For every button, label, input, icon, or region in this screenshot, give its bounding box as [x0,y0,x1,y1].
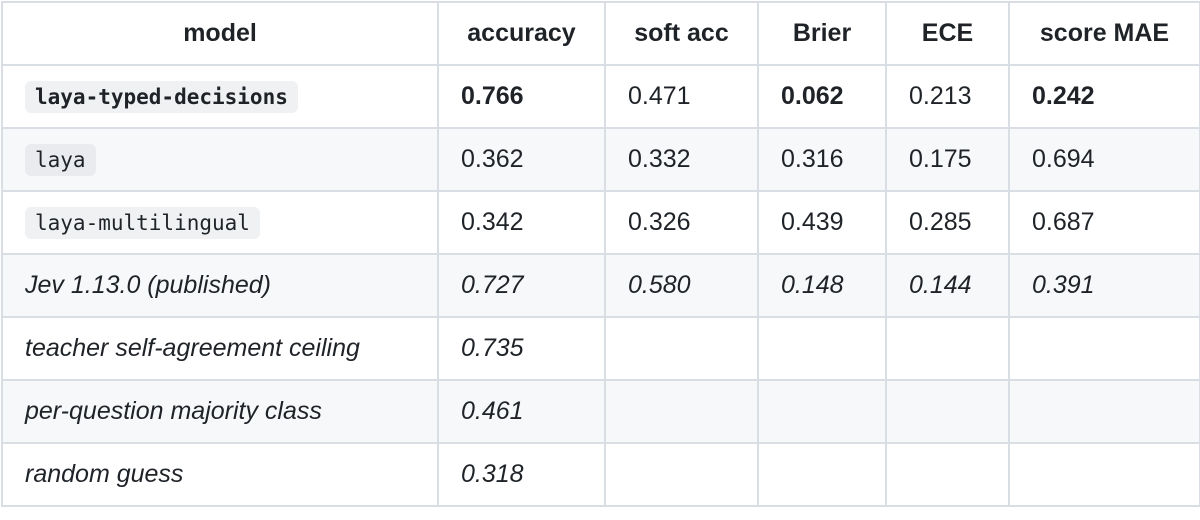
metric-cell: 0.332 [604,127,759,192]
metric-cell: 0.727 [437,253,606,318]
empty-cell [885,316,1010,381]
table-row: laya-multilingual 0.342 0.326 0.439 0.285 0.6… [1,190,1200,255]
metric-cell: 0.148 [757,253,887,318]
table-row: teacher self-agreement ceiling 0.735 [1,316,1200,381]
metric-cell: 0.694 [1008,127,1200,192]
model-cell: Jev 1.13.0 (published) [1,253,439,318]
empty-cell [604,316,759,381]
table-row: Jev 1.13.0 (published) 0.727 0.580 0.148 0.1… [1,253,1200,318]
empty-cell [604,442,759,507]
column-header: soft acc [604,1,759,66]
metric-cell: 0.766 [437,64,606,129]
model-cell: laya-multilingual [1,190,439,255]
metric-cell: 0.316 [757,127,887,192]
metric-cell: 0.342 [437,190,606,255]
empty-cell [885,442,1010,507]
column-header: model [1,1,439,66]
metric-cell: 0.735 [437,316,606,381]
metric-cell: 0.318 [437,442,606,507]
metric-cell: 0.439 [757,190,887,255]
metric-cell: 0.580 [604,253,759,318]
empty-cell [1008,316,1200,381]
metric-cell: 0.285 [885,190,1010,255]
metric-cell: 0.362 [437,127,606,192]
header-row: model accuracy soft acc Brier ECE score MAE [1,1,1200,66]
metric-cell: 0.391 [1008,253,1200,318]
model-cell: teacher self-agreement ceiling [1,316,439,381]
empty-cell [604,379,759,444]
empty-cell [1008,379,1200,444]
empty-cell [757,442,887,507]
empty-cell [1008,442,1200,507]
metric-cell: 0.144 [885,253,1010,318]
model-name: laya [25,144,96,176]
metric-cell: 0.062 [757,64,887,129]
model-cell: laya [1,127,439,192]
results-table: model accuracy soft acc Brier ECE score MAE l… [1,1,1200,507]
model-cell: per-question majority class [1,379,439,444]
table-row: random guess 0.318 [1,442,1200,507]
empty-cell [757,316,887,381]
metric-cell: 0.461 [437,379,606,444]
column-header: score MAE [1008,1,1200,66]
metric-cell: 0.687 [1008,190,1200,255]
model-name: laya-multilingual [25,207,260,239]
metric-cell: 0.175 [885,127,1010,192]
table-row: laya 0.362 0.332 0.316 0.175 0.694 [1,127,1200,192]
empty-cell [757,379,887,444]
column-header: Brier [757,1,887,66]
model-cell: laya-typed-decisions [1,64,439,129]
column-header: accuracy [437,1,606,66]
metric-cell: 0.242 [1008,64,1200,129]
model-name: laya-typed-decisions [25,81,298,113]
empty-cell [885,379,1010,444]
metric-cell: 0.471 [604,64,759,129]
table-body: laya-typed-decisions 0.766 0.471 0.062 0.213… [1,64,1200,507]
table-row: laya-typed-decisions 0.766 0.471 0.062 0.213… [1,64,1200,129]
metric-cell: 0.213 [885,64,1010,129]
model-cell: random guess [1,442,439,507]
metric-cell: 0.326 [604,190,759,255]
column-header: ECE [885,1,1010,66]
table-row: per-question majority class 0.461 [1,379,1200,444]
